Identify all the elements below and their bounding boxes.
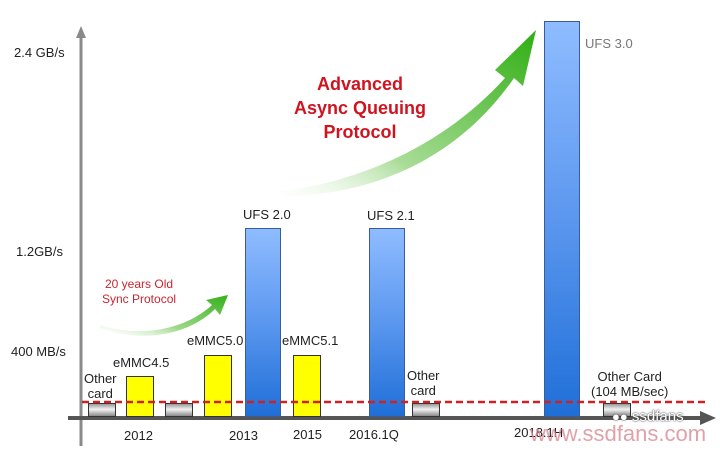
bar-label-other-card-2018: Other Card (104 MB/sec)	[591, 369, 668, 399]
bar-other-card-2018	[603, 403, 631, 417]
bar-ufs21	[369, 228, 405, 417]
bar-other-card-2013	[165, 403, 193, 417]
bar-label-ufs20: UFS 2.0	[243, 207, 291, 222]
bar-label-ufs21: UFS 2.1	[367, 208, 415, 223]
async-growth-arrow-icon	[272, 30, 536, 197]
annotation-line: Advanced	[316, 74, 404, 94]
label-line: Other Card	[597, 369, 662, 384]
bar-other-card-2012	[88, 403, 116, 417]
async-protocol-annotation: Advanced Async Queuing Protocol	[285, 72, 435, 144]
watermark-logo-text: ssdfans	[631, 408, 684, 425]
label-line: card	[410, 383, 436, 398]
bar-label-other-card-2012: Other card	[84, 371, 117, 401]
label-line: (104 MB/sec)	[591, 384, 669, 399]
x-label-2015: 2015	[293, 427, 322, 442]
watermark-logo: ●● ssdfans	[612, 408, 684, 425]
bar-ufs20	[245, 228, 281, 417]
label-line: Other	[84, 371, 117, 386]
bar-other-card-2016	[412, 403, 440, 417]
bar-label-emmc51: eMMC5.1	[282, 333, 339, 348]
annotation-line: Async Queuing	[293, 98, 427, 118]
x-label-2013: 2013	[229, 428, 258, 443]
bar-emmc50	[204, 355, 232, 417]
x-label-2012: 2012	[124, 428, 153, 443]
bar-label-emmc45: eMMC4.5	[113, 355, 170, 370]
annotation-line: Sync Protocol	[102, 292, 177, 306]
bar-label-emmc50: eMMC5.0	[187, 333, 244, 348]
sync-protocol-annotation: 20 years Old Sync Protocol	[102, 277, 176, 307]
wechat-icon: ●●	[612, 409, 628, 424]
annotation-line: Protocol	[323, 122, 397, 142]
watermark-url: www.ssdfans.com	[530, 421, 707, 446]
annotation-line: 20 years Old	[105, 277, 174, 291]
bar-ufs30	[544, 21, 580, 417]
bar-emmc45	[126, 376, 154, 417]
label-line: card	[87, 386, 113, 401]
y-label-2-4gb: 2.4 GB/s	[14, 45, 65, 60]
x-label-2016-1q: 2016.1Q	[349, 427, 399, 442]
y-axis	[76, 26, 86, 446]
bar-label-other-card-2016: Other card	[407, 368, 440, 398]
bar-label-ufs30: UFS 3.0	[585, 36, 633, 51]
label-line: Other	[407, 368, 440, 383]
y-label-1-2gb: 1.2GB/s	[16, 244, 63, 259]
x-label-2018-1h: 2018.1H	[514, 425, 564, 440]
bar-emmc51	[293, 355, 321, 417]
y-label-400mb: 400 MB/s	[11, 344, 66, 359]
sync-growth-arrow-icon	[100, 295, 228, 336]
x-axis	[68, 411, 716, 425]
